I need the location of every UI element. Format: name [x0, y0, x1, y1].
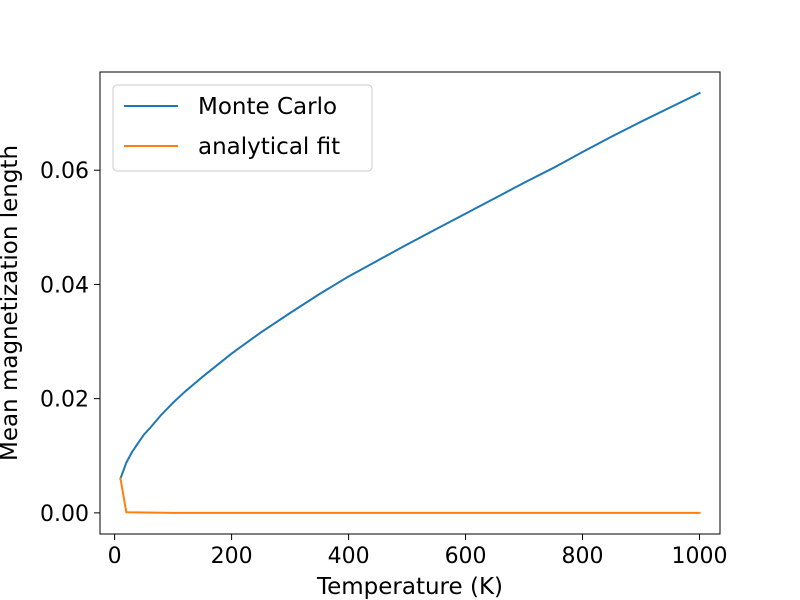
y-tick-label: 0.04: [40, 273, 89, 298]
x-tick-label: 600: [445, 544, 487, 569]
series-layer: [119, 91, 701, 514]
x-tick-label: 200: [211, 544, 253, 569]
x-tick-label: 400: [328, 544, 370, 569]
y-tick-label: 0.02: [40, 388, 89, 413]
series-line-monte-carlo: [119, 91, 701, 480]
x-tick-label: 1000: [672, 544, 728, 569]
plot-frame: [99, 71, 721, 535]
legend-label-monte-carlo: Monte Carlo: [198, 94, 337, 120]
x-axis: 0 200 400 600 800 1000: [108, 534, 728, 569]
y-tick-label: 0.00: [40, 502, 89, 527]
legend-label-analytical-fit: analytical fit: [198, 134, 340, 160]
y-axis: 0.00 0.02 0.04 0.06: [40, 159, 100, 527]
legend: Monte Carlo analytical fit: [112, 84, 373, 172]
x-axis-label: Temperature (K): [316, 574, 503, 600]
series-line-analytical-fit: [119, 477, 701, 514]
x-tick-label: 0: [108, 544, 122, 569]
y-axis-label: Mean magnetization length: [0, 145, 23, 461]
x-tick-label: 800: [562, 544, 604, 569]
y-tick-label: 0.06: [40, 159, 89, 184]
